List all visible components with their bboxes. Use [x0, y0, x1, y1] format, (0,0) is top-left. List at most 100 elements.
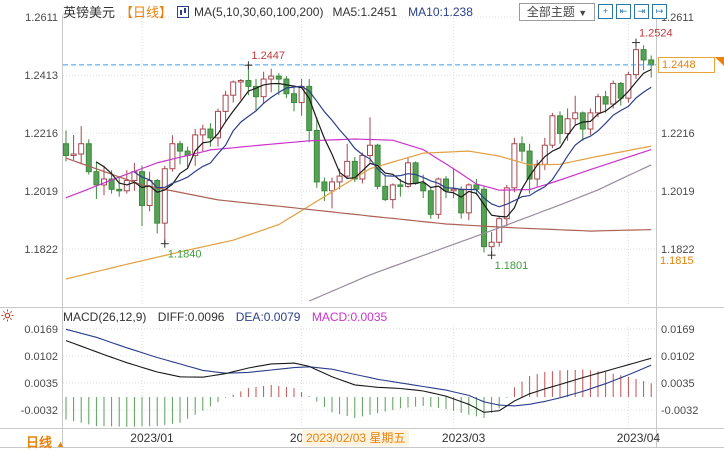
- candle-body: [610, 82, 617, 105]
- candle-body: [85, 143, 92, 173]
- candle-body: [549, 115, 556, 146]
- candle-body: [108, 178, 115, 190]
- price-marker-arrow-icon: [715, 57, 724, 66]
- candle-body: [169, 143, 176, 170]
- triangle-up-icon: ▲: [56, 439, 65, 449]
- macd-dea-label: DEA:0.0079: [235, 310, 301, 324]
- candle-body: [519, 143, 525, 152]
- macd-header: MACD(26,12,9) DIFF:0.0096 DEA:0.0079 MAC…: [63, 310, 387, 324]
- price-axis-label-left: 1.2019: [24, 186, 58, 198]
- candle-body: [306, 85, 313, 131]
- candle-body: [222, 94, 229, 112]
- price-axis-label-right: 1.2216: [661, 128, 695, 140]
- themes-dropdown-button[interactable]: 全部主题 ▼: [519, 3, 595, 21]
- ma-line-MA100: [65, 157, 652, 232]
- candle-body: [450, 188, 457, 192]
- macd-axis-label-right: 0.0102: [661, 351, 695, 363]
- ma-overlays: [65, 68, 652, 302]
- step-forward-icon[interactable]: ↦: [652, 4, 667, 19]
- x-axis-month-label: 2023/04: [617, 431, 661, 445]
- candle-body: [93, 171, 100, 186]
- dea-line: [65, 328, 652, 407]
- gridlines: [63, 15, 656, 428]
- period-tag: 【日线】: [120, 5, 173, 20]
- chevron-down-icon: ▼: [578, 8, 588, 18]
- candle-body: [123, 179, 130, 192]
- x-axis-month-label: 2023/03: [442, 431, 486, 445]
- macd-axis-label-left: 0.0169: [24, 324, 58, 336]
- candle-body: [70, 153, 77, 156]
- candle-body: [633, 49, 639, 76]
- candle-body: [177, 143, 183, 152]
- candle-body: [298, 85, 305, 104]
- extreme-price-label: 1.2524: [639, 28, 673, 40]
- current-price-badge: 1.2448: [658, 57, 715, 73]
- candle-body: [648, 59, 655, 66]
- candle-body: [625, 74, 632, 99]
- candle-body: [199, 128, 206, 136]
- candle-body: [367, 144, 373, 156]
- candle-body: [534, 163, 541, 180]
- candle-body: [146, 179, 153, 206]
- diff-line: [65, 340, 652, 413]
- price-axis-label-right: 1.1822: [661, 244, 695, 256]
- candle-body: [640, 49, 647, 61]
- ma5-value-label: MA5:1.2451: [332, 4, 398, 19]
- themes-dropdown-label: 全部主题: [526, 5, 575, 19]
- indicator-settings-icon[interactable]: [1, 309, 14, 322]
- macd-axis-label-right: -0.0032: [661, 405, 698, 417]
- date-tooltip: 2023/02/03 星期五: [302, 430, 410, 446]
- candle-body: [465, 184, 472, 214]
- candle-body: [207, 128, 214, 139]
- candle-body: [344, 160, 351, 177]
- candle-body: [139, 171, 145, 206]
- extreme-price-label: 1.1840: [168, 249, 202, 261]
- price-axis-label-right: 1.2019: [661, 186, 695, 198]
- candle-body: [321, 181, 328, 192]
- chart-header: 英镑美元 【日线】 MA(5,10,30,60,100,200) MA5:1.2…: [63, 2, 473, 21]
- price-axis-label-left: 1.2611: [25, 12, 58, 24]
- candle-body: [412, 162, 419, 184]
- candle-body: [572, 112, 579, 120]
- macd-panel: [65, 328, 652, 427]
- candlesticks: [63, 42, 655, 256]
- macd-axis-label-left: 0.0102: [24, 351, 58, 363]
- candle-body: [481, 188, 487, 248]
- candle-body: [161, 168, 168, 224]
- axis-labels: 1.2611 1.2413 1.2216 1.2019 1.1822 1.2611 1.22…: [21, 12, 699, 445]
- candle-body: [329, 181, 335, 192]
- candle-body: [602, 96, 609, 105]
- candle-body: [253, 85, 259, 98]
- x-axis-month-label: 2023/01: [130, 431, 174, 445]
- candle-body: [313, 129, 320, 183]
- candle-body: [557, 115, 563, 134]
- candle-body: [389, 184, 396, 201]
- price-axis-label-left: 1.2413: [24, 70, 58, 82]
- candle-body: [237, 80, 244, 83]
- candle-body: [78, 143, 85, 155]
- next-range-icon[interactable]: ⇥: [634, 4, 649, 19]
- prev-range-icon[interactable]: ⇤: [616, 4, 631, 19]
- candle-body: [63, 143, 69, 156]
- ma-line-MA30: [65, 138, 652, 199]
- candle-body: [192, 134, 199, 156]
- candle-body: [458, 188, 465, 214]
- candle-body: [245, 80, 252, 87]
- macd-params-label: MACD(26,12,9): [63, 310, 147, 324]
- candle-body: [260, 78, 267, 98]
- chart-toolbar: + ⇤ ⇥ ↦: [598, 4, 667, 19]
- period-selector-label: 日线: [26, 435, 53, 450]
- macd-axis-label-right: 0.0169: [661, 324, 695, 336]
- pan-icon[interactable]: +: [598, 4, 613, 19]
- ma-line-MA200: [308, 164, 652, 302]
- candle-body: [579, 112, 586, 130]
- candle-body: [435, 178, 442, 215]
- candle-body: [427, 190, 434, 215]
- candle-body: [154, 179, 161, 224]
- extreme-annotations: 1.1840 1.2447 1.1801 1.2524: [160, 28, 673, 272]
- candle-body: [359, 154, 366, 180]
- period-selector[interactable]: 日线 ▲: [26, 432, 65, 451]
- candle-body: [473, 184, 480, 190]
